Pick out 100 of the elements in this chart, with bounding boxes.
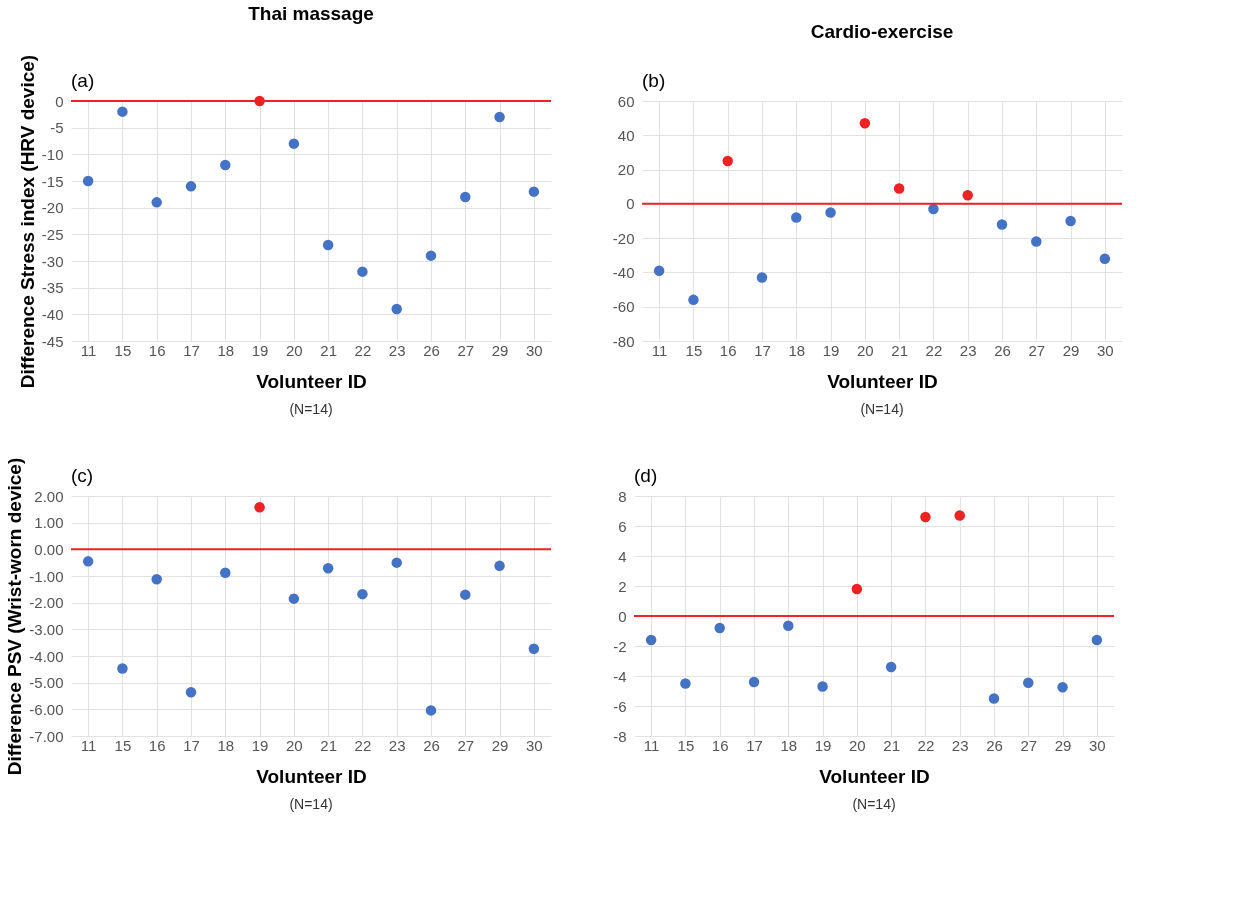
x-tick-label: 16 (148, 341, 166, 359)
y-tick-label: 1.00 (34, 514, 64, 532)
y-tick-label: 8 (618, 487, 627, 505)
x-tick-label: 21 (883, 736, 900, 754)
x-tick-label: 17 (183, 341, 200, 359)
x-tick-label: 11 (80, 341, 97, 359)
text: (N=14) (289, 401, 333, 417)
point (1065, 215, 1076, 227)
x-tick-label: 30 (1089, 736, 1106, 754)
point (645, 634, 657, 646)
point (357, 266, 368, 277)
x-axis-title: Volunteer ID (256, 765, 367, 787)
point (859, 118, 871, 129)
y-tick-label: -5 (50, 119, 64, 137)
point (494, 560, 505, 572)
point (117, 106, 128, 117)
x-tick-label: 23 (951, 736, 969, 754)
y-tick-label: 40 (617, 126, 635, 144)
x-tick-label: 30 (526, 341, 543, 359)
y-tick-label: 6 (618, 517, 627, 535)
x-tick-label: 17 (746, 736, 763, 754)
x-tick-label: 27 (1020, 736, 1038, 754)
y-tick-label: 0.00 (34, 540, 64, 558)
x-tick-label: 27 (457, 736, 475, 754)
y-tick-label: -4 (613, 667, 627, 685)
x-tick-label: 18 (217, 736, 235, 754)
y-tick-label: -5.00 (29, 674, 64, 692)
x-tick-label: 21 (891, 341, 908, 359)
point (220, 159, 231, 171)
x-tick-label: 19 (251, 341, 269, 359)
point (954, 510, 965, 521)
point (288, 593, 300, 604)
point (528, 186, 540, 197)
y-tick-label: -40 (612, 263, 635, 281)
x-tick-label: 30 (526, 736, 543, 754)
y-tick-label: -10 (41, 145, 64, 163)
x-tick-label: 29 (491, 341, 509, 359)
text: (a) (71, 70, 95, 91)
y-tick-label: -6 (613, 697, 627, 715)
point (722, 155, 733, 167)
x-tick-label: 18 (780, 736, 798, 754)
y-tick-label: -4.00 (29, 647, 64, 665)
x-tick-label: 20 (286, 736, 303, 754)
x-tick-label: 17 (754, 341, 771, 359)
y-tick-label: 60 (617, 92, 635, 110)
x-tick-label: 15 (114, 736, 132, 754)
y-tick-label: -35 (41, 279, 64, 297)
y-tick-label: -2.00 (29, 594, 64, 612)
point (756, 272, 768, 283)
y-tick-label: -45 (41, 332, 64, 350)
x-tick-label: 11 (80, 736, 97, 754)
y-tick-label: -80 (612, 332, 635, 350)
y-tick-label: -40 (41, 305, 64, 323)
point (893, 183, 905, 194)
point (254, 501, 265, 513)
y-tick-label: -60 (612, 298, 635, 316)
text: (N=14) (852, 796, 896, 812)
x-tick-label: 18 (788, 341, 806, 359)
point (425, 250, 437, 261)
chart-title: Cardio-exercise (810, 21, 954, 42)
text: (b) (642, 70, 666, 91)
x-tick-label: 29 (1062, 341, 1080, 359)
point (1031, 236, 1042, 247)
text: (d) (634, 465, 658, 486)
point (460, 191, 471, 203)
x-tick-label: 15 (677, 736, 695, 754)
point (988, 693, 1000, 704)
x-tick-label: 26 (986, 736, 1003, 754)
y-axis-title: Difference PSV (Wrist-worn device) (4, 457, 26, 776)
point (817, 681, 828, 692)
point (962, 190, 973, 201)
point (1091, 634, 1103, 646)
point (748, 676, 760, 688)
x-tick-label: 22 (354, 341, 372, 359)
point (185, 181, 197, 192)
point (1099, 253, 1111, 264)
y-tick-label: 0 (618, 607, 627, 625)
y-tick-label: -20 (41, 199, 64, 217)
x-tick-label: 23 (388, 341, 406, 359)
point (653, 265, 665, 276)
x-axis-title: Volunteer ID (819, 765, 930, 787)
x-tick-label: 21 (320, 341, 337, 359)
y-tick-label: -8 (613, 727, 627, 745)
x-axis-title: Volunteer ID (827, 370, 938, 392)
y-tick-label: -7.00 (29, 727, 64, 745)
x-tick-label: 23 (388, 736, 406, 754)
point (82, 556, 94, 567)
point (494, 111, 505, 123)
x-tick-label: 21 (320, 736, 337, 754)
point (928, 203, 939, 215)
point (151, 573, 162, 585)
text: (N=14) (860, 401, 904, 417)
point (425, 705, 437, 716)
x-tick-label: 27 (1028, 341, 1046, 359)
point (680, 678, 691, 689)
x-tick-label: 20 (286, 341, 303, 359)
y-tick-label: 2.00 (34, 487, 64, 505)
y-tick-label: -30 (41, 252, 64, 270)
point (117, 663, 128, 674)
y-tick-label: -3.00 (29, 620, 64, 638)
